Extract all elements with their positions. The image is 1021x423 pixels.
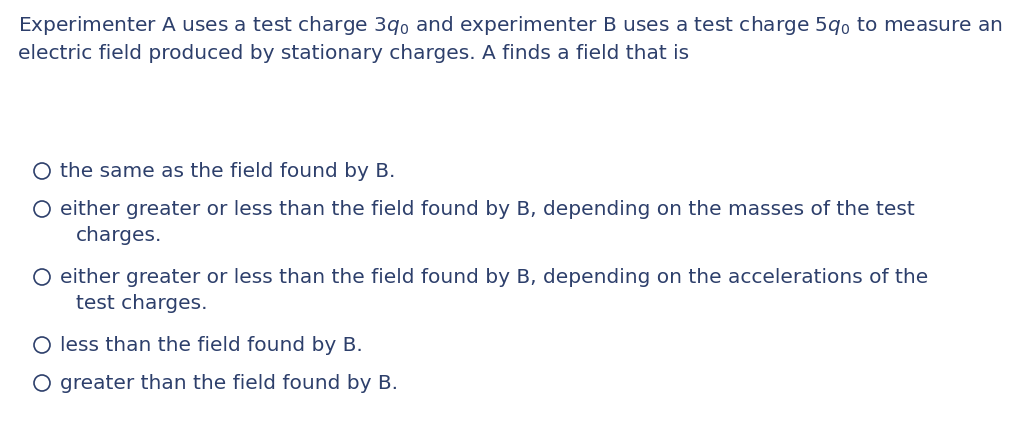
Text: Experimenter A uses a test charge 3$q_0$ and experimenter B uses a test charge 5: Experimenter A uses a test charge 3$q_0$… — [18, 14, 1003, 37]
Text: charges.: charges. — [76, 226, 162, 245]
Text: the same as the field found by B.: the same as the field found by B. — [60, 162, 395, 181]
Text: either greater or less than the field found by B, depending on the masses of the: either greater or less than the field fo… — [60, 200, 915, 219]
Text: electric field produced by stationary charges. A finds a field that is: electric field produced by stationary ch… — [18, 44, 689, 63]
Text: less than the field found by B.: less than the field found by B. — [60, 336, 362, 355]
Text: greater than the field found by B.: greater than the field found by B. — [60, 374, 398, 393]
Text: test charges.: test charges. — [76, 294, 207, 313]
Text: either greater or less than the field found by B, depending on the accelerations: either greater or less than the field fo… — [60, 268, 928, 287]
